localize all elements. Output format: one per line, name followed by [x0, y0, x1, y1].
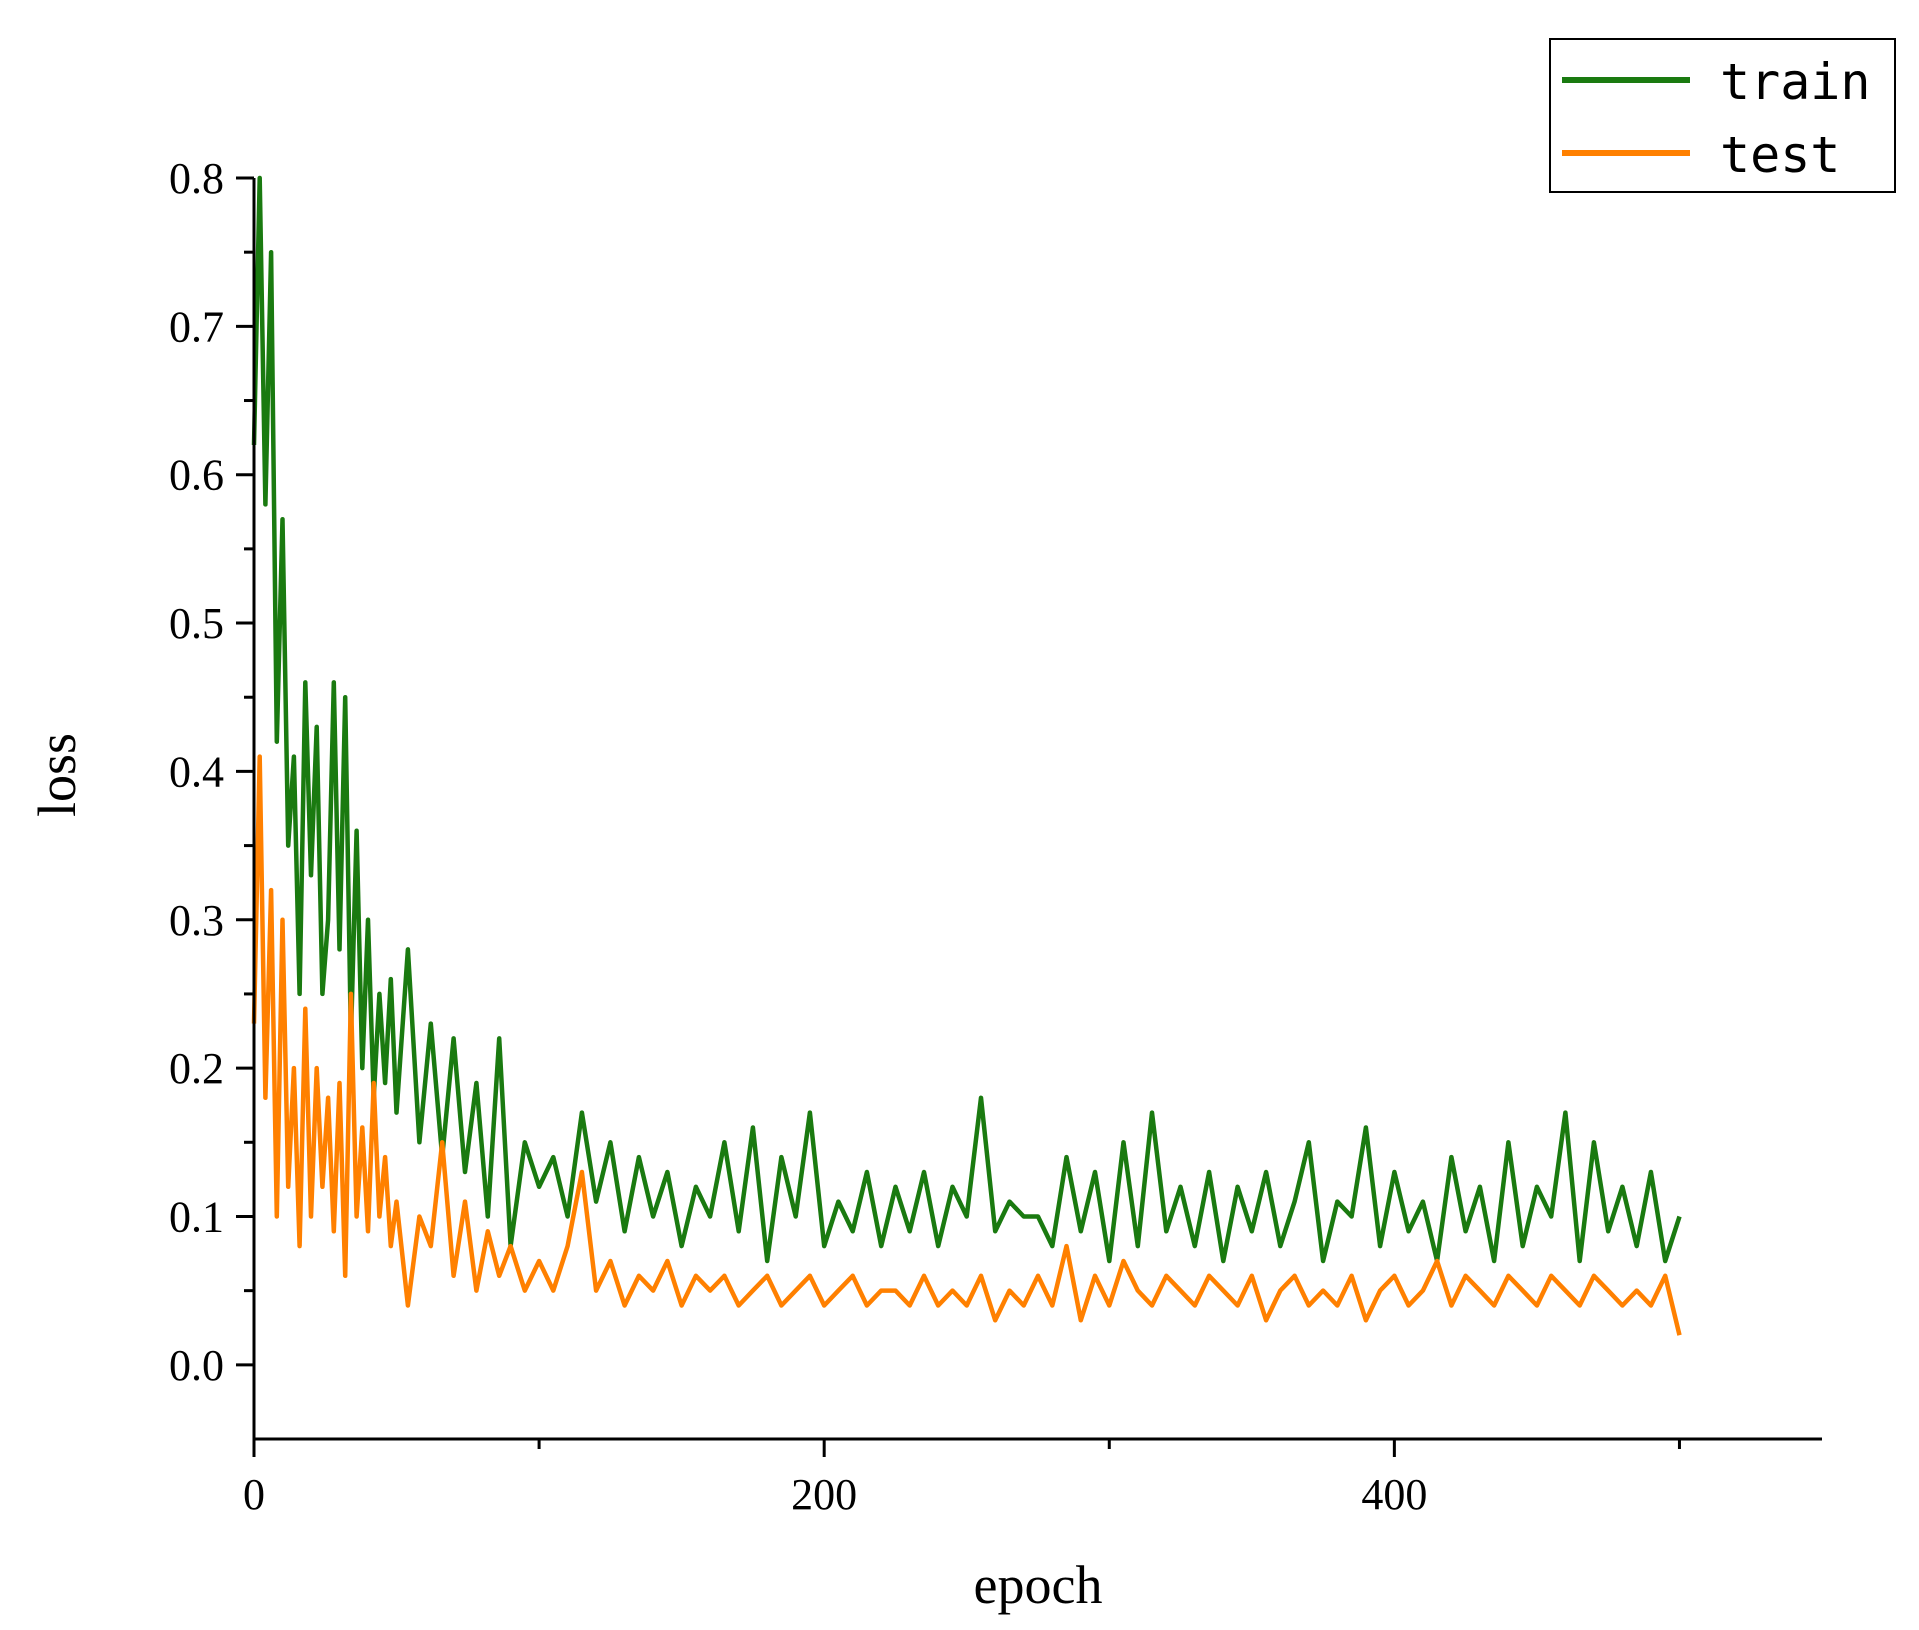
y-axis-title: loss — [27, 733, 87, 817]
axes: 0.0 0.1 0.2 0.3 0.4 0.5 0.6 0.7 0.8 0 200 400 — [169, 154, 1822, 1519]
series-line-test — [251, 754, 1682, 1336]
y-tick-label: 0.4 — [169, 747, 224, 796]
y-tick-label: 0.5 — [169, 599, 224, 648]
y-tick-label: 0.6 — [169, 451, 224, 500]
y-tick-label: 0.2 — [169, 1044, 224, 1093]
x-tick-label: 0 — [243, 1470, 265, 1519]
legend-train-label: train — [1720, 53, 1871, 111]
x-tick-label: 400 — [1361, 1470, 1427, 1519]
series-line-train — [251, 175, 1682, 1264]
y-tick-label: 0.0 — [169, 1341, 224, 1390]
legend-box — [1549, 38, 1896, 193]
plot-lines — [251, 175, 1682, 1336]
y-tick-label: 0.8 — [169, 154, 224, 203]
x-axis-title: epoch — [974, 1555, 1103, 1615]
legend-test-label: test — [1720, 126, 1840, 184]
y-tick-label: 0.3 — [169, 896, 224, 945]
y-tick-label: 0.7 — [169, 302, 224, 351]
y-tick-label: 0.1 — [169, 1192, 224, 1241]
legend: train test — [1549, 38, 1896, 193]
x-tick-label: 200 — [791, 1470, 857, 1519]
